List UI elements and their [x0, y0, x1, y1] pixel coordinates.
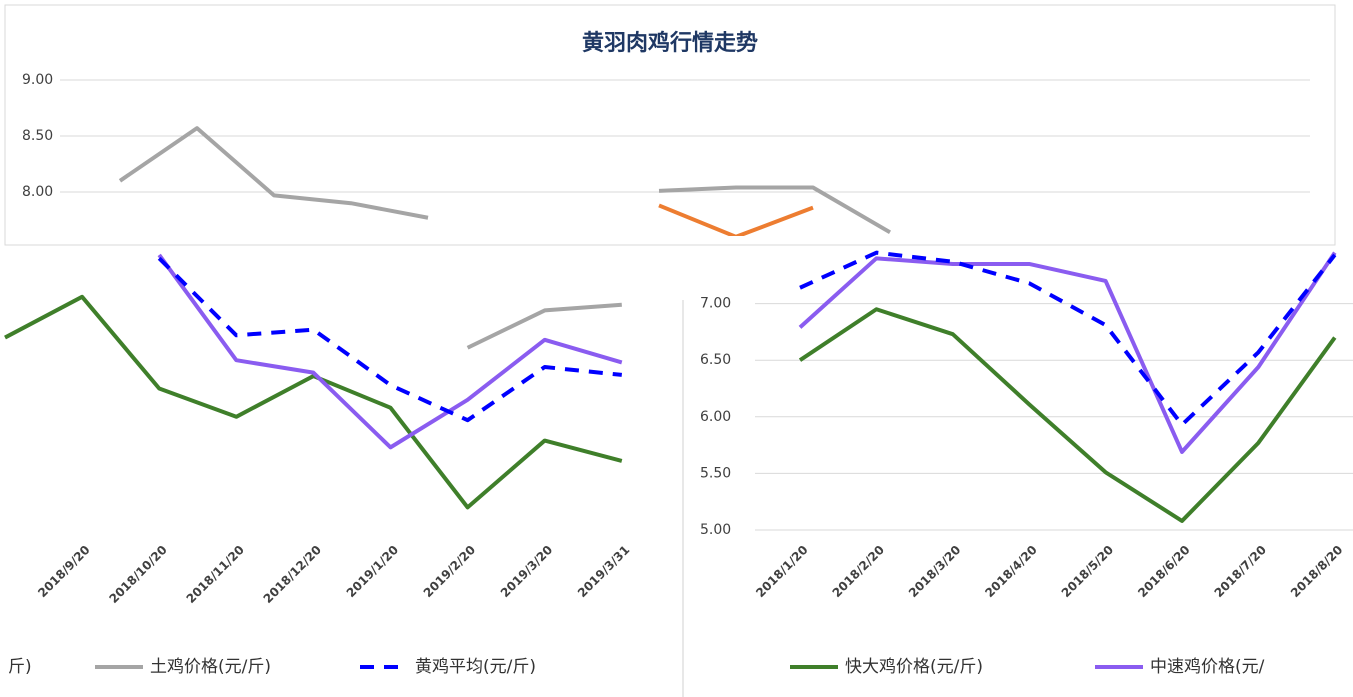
series-line — [157, 253, 623, 450]
series-line — [466, 302, 622, 350]
right-chart: 5.00 5.50 6.00 6.50 7.00 2018/1/20 2018/2/20 20… — [700, 250, 1353, 600]
legend-label: 中速鸡价格(元/ — [1150, 657, 1265, 677]
series-line — [798, 251, 1337, 454]
top-chart: 8.00 8.50 9.00 — [22, 72, 1310, 236]
legend-label: 黄鸡平均(元/斤) — [415, 657, 536, 677]
y-tick-label: 5.00 — [700, 522, 731, 538]
series-line — [798, 307, 1337, 523]
x-tick-label: 2019/3/20 — [498, 543, 555, 600]
left-chart: 2018/9/20 2018/10/20 2018/11/20 2018/12/20 2… — [4, 253, 632, 606]
x-tick-label: 2018/6/20 — [1135, 543, 1192, 600]
x-tick-label: 2018/4/20 — [982, 543, 1039, 600]
legend-label: 快大鸡价格(元/斤) — [845, 657, 983, 677]
x-tick-label: 2019/2/20 — [421, 543, 478, 600]
legend-label: 土鸡价格(元/斤) — [150, 657, 271, 677]
y-tick-label: 7.00 — [700, 296, 731, 312]
y-tick-label: 6.50 — [700, 352, 731, 368]
y-tick-label: 8.00 — [22, 184, 53, 200]
y-tick-label: 6.00 — [700, 409, 731, 425]
x-tick-label: 2018/9/20 — [35, 543, 92, 600]
x-tick-label: 2018/11/20 — [184, 543, 247, 606]
x-tick-label: 2018/7/20 — [1212, 543, 1269, 600]
series-line — [118, 126, 429, 220]
series-line — [658, 203, 814, 236]
x-tick-label: 2018/10/20 — [106, 543, 169, 606]
legend-label: 斤) — [8, 657, 32, 677]
series-line — [157, 256, 623, 423]
series-line — [658, 185, 892, 235]
x-tick-label: 2018/2/20 — [830, 543, 887, 600]
chart-title: 黄羽肉鸡行情走势 — [582, 30, 758, 56]
series-line — [799, 250, 1337, 427]
x-tick-label: 2018/3/20 — [906, 543, 963, 600]
x-tick-label: 2019/3/31 — [575, 543, 632, 600]
y-tick-label: 5.50 — [700, 465, 731, 481]
x-tick-label: 2018/12/20 — [261, 543, 324, 606]
y-tick-label: 9.00 — [22, 72, 53, 88]
top-panel — [4, 4, 1336, 246]
series-line — [4, 294, 623, 510]
x-tick-label: 2018/8/20 — [1288, 543, 1345, 600]
x-tick-label: 2019/1/20 — [344, 543, 401, 600]
y-tick-label: 8.50 — [22, 128, 53, 144]
x-tick-label: 2018/5/20 — [1059, 543, 1116, 600]
x-tick-label: 2018/1/20 — [753, 543, 810, 600]
